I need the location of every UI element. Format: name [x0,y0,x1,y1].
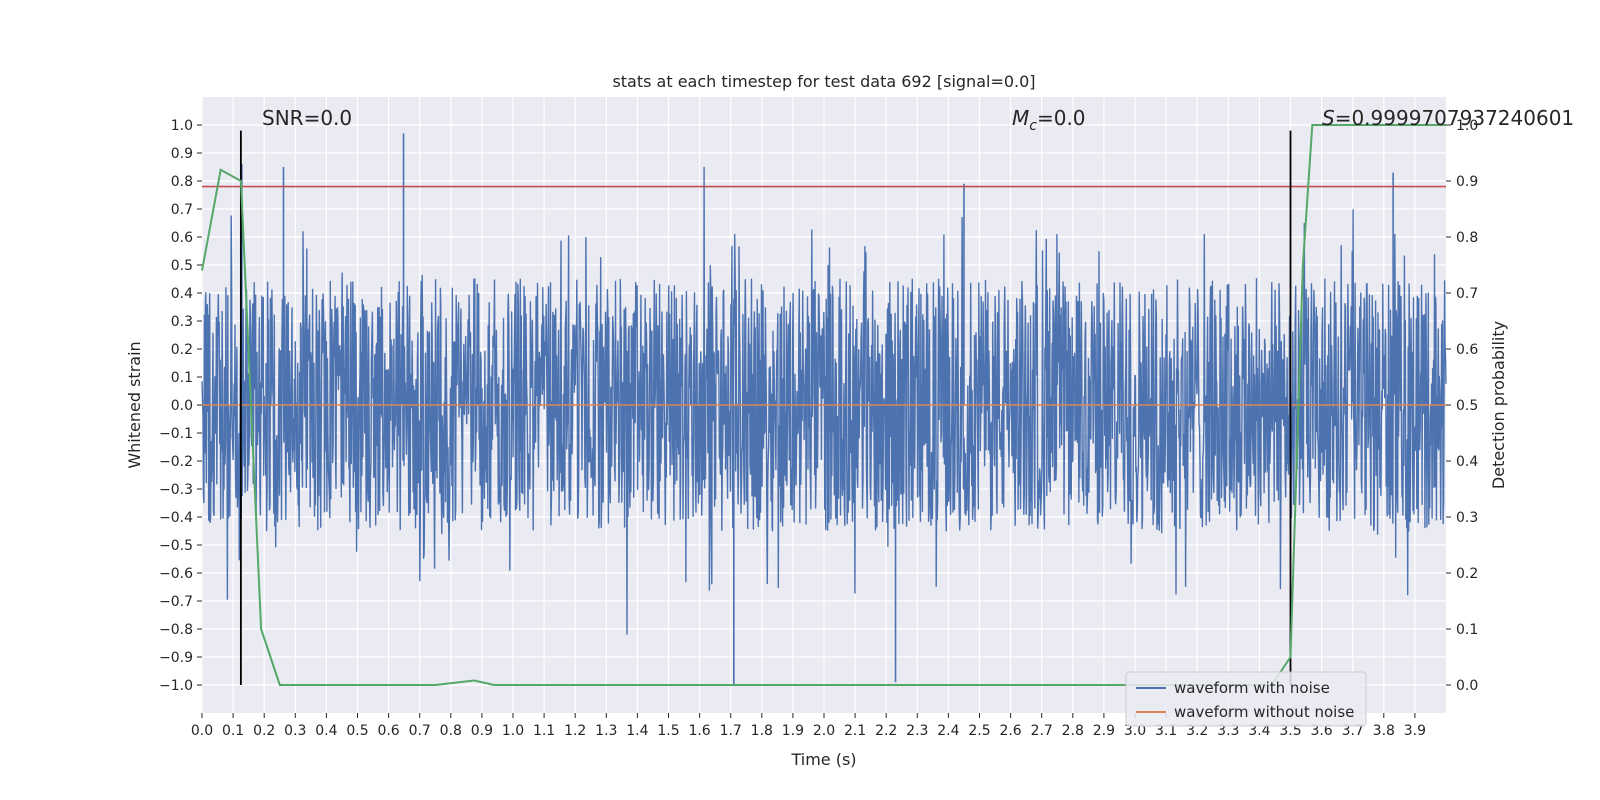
y-tick-label-10: 0.0 [171,398,193,414]
legend-box [1125,671,1367,727]
y-tick-label-20: −1.0 [159,678,193,694]
x-tick-label-34: 3.4 [1248,723,1270,739]
noise-line [201,166,1447,635]
x-tick-label-3: 0.3 [284,723,306,739]
x-tick-label-11: 1.1 [533,723,555,739]
y2-tick-label-1: 0.9 [1456,174,1478,190]
y-tick-label-17: −0.7 [159,594,193,610]
x-tick-label-28: 2.8 [1062,723,1084,739]
y2-tick-label-10: 0.0 [1456,678,1478,694]
y-tick-label-0: 1.0 [171,118,193,134]
axes: 0.0 0.1 0.2 0.3 0.4 0.5 0.6 0.7 0.8 0.9 1.0 1.1 1.2 1… [159,118,1478,739]
x-tick-label-16: 1.6 [688,723,710,739]
x-tick-label-30: 3.0 [1124,723,1146,739]
y-tick-label-2: 0.8 [171,174,193,190]
x-tick-label-18: 1.8 [751,723,773,739]
y2-tick-label-6: 0.4 [1456,454,1478,470]
y-tick-label-5: 0.5 [171,258,193,274]
x-tick-label-36: 3.6 [1310,723,1332,739]
x-tick-label-9: 0.9 [471,723,493,739]
y-tick-label-12: −0.2 [159,454,193,470]
x-tick-label-17: 1.7 [720,723,742,739]
x-tick-label-14: 1.4 [626,723,648,739]
y-tick-label-14: −0.4 [159,510,193,526]
x-tick-label-12: 1.2 [564,723,586,739]
y-tick-label-6: 0.4 [171,286,193,302]
y-tick-label-18: −0.8 [159,622,193,638]
y-tick-label-16: −0.6 [159,566,193,582]
y-axis-label: Whitened strain [125,341,144,468]
y2-tick-label-0: 1.0 [1456,118,1478,134]
legend-label-1: waveform without noise [1174,703,1354,721]
x-tick-label-22: 2.2 [875,723,897,739]
x-tick-label-6: 0.6 [377,723,399,739]
annotation-0: SNR=0.0 [262,106,352,130]
x-tick-label-29: 2.9 [1093,723,1115,739]
annotation-2: S=0.9999707937240601 [1322,106,1574,130]
x-tick-label-0: 0.0 [191,723,213,739]
x-tick-label-37: 3.7 [1342,723,1364,739]
chart-title: stats at each timestep for test data 692… [612,72,1035,91]
y-tick-label-19: −0.9 [159,650,193,666]
x-tick-label-19: 1.9 [782,723,804,739]
x-tick-label-8: 0.8 [440,723,462,739]
x-tick-label-21: 2.1 [844,723,866,739]
x-tick-label-13: 1.3 [595,723,617,739]
x-tick-label-15: 1.5 [657,723,679,739]
x-tick-label-38: 3.8 [1373,723,1395,739]
y-tick-label-3: 0.7 [171,202,193,218]
legend-label-0: waveform with noise [1174,679,1330,697]
y2-tick-label-7: 0.3 [1456,510,1478,526]
x-tick-label-20: 2.0 [813,723,835,739]
y-tick-label-4: 0.6 [171,230,193,246]
x-tick-label-5: 0.5 [346,723,368,739]
x-tick-label-10: 1.0 [502,723,524,739]
x-tick-label-32: 3.2 [1186,723,1208,739]
y2-tick-label-8: 0.2 [1456,566,1478,582]
x-tick-label-39: 3.9 [1404,723,1426,739]
x-tick-label-2: 0.2 [253,723,275,739]
y-tick-label-15: −0.5 [159,538,193,554]
x-tick-label-25: 2.5 [968,723,990,739]
y2-tick-label-9: 0.1 [1456,622,1478,638]
x-tick-label-24: 2.4 [937,723,959,739]
y-tick-label-9: 0.1 [171,370,193,386]
y-tick-label-13: −0.3 [159,482,193,498]
annotation-1: Mc=0.0 [1012,106,1086,134]
x-tick-label-1: 0.1 [222,723,244,739]
x-tick-label-31: 3.1 [1155,723,1177,739]
y-tick-label-8: 0.2 [171,342,193,358]
annotations: SNR=0.0 Mc=0.0 S=0.9999707937240601 [262,106,1574,134]
x-tick-label-33: 3.3 [1217,723,1239,739]
y2-tick-label-4: 0.6 [1456,342,1478,358]
y2-axis-label: Detection probability [1489,321,1508,489]
series-detection-probability [201,124,1446,686]
overlay-lines [201,124,1446,686]
x-tick-label-7: 0.7 [409,723,431,739]
y2-tick-label-3: 0.7 [1456,286,1478,302]
y-tick-label-1: 0.9 [171,146,193,162]
x-tick-label-23: 2.3 [906,723,928,739]
y2-tick-label-2: 0.8 [1456,230,1478,246]
x-axis-label: Time (s) [790,750,856,769]
x-tick-label-26: 2.6 [999,723,1021,739]
x-tick-label-4: 0.4 [315,723,337,739]
legend: waveform with noise waveform without nois… [1125,671,1367,727]
y-tick-label-11: −0.1 [159,426,193,442]
x-tick-label-27: 2.7 [1031,723,1053,739]
y2-tick-label-5: 0.5 [1456,398,1478,414]
y-tick-label-7: 0.3 [171,314,193,330]
x-tick-label-35: 3.5 [1279,723,1301,739]
